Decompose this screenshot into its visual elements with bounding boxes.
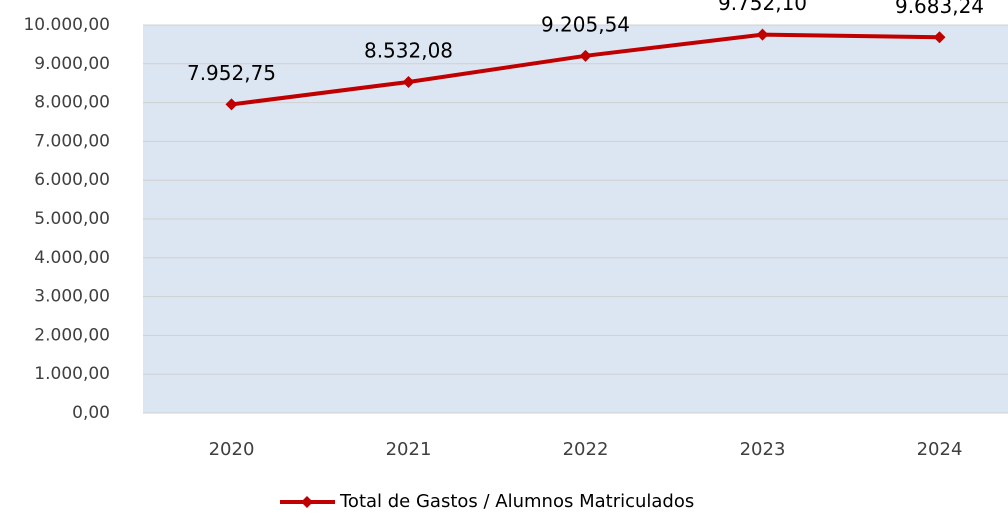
x-tick-label: 2020 [209, 439, 255, 460]
marker [933, 31, 946, 44]
y-tick-label: 6.000,00 [34, 170, 110, 190]
y-tick-label: 3.000,00 [34, 287, 110, 307]
y-tick-label: 2.000,00 [34, 325, 110, 345]
y-tick-label: 8.000,00 [34, 93, 110, 113]
data-label: 7.952,75 [187, 61, 276, 85]
data-label: 8.532,08 [364, 38, 453, 62]
x-tick-label: 2022 [563, 439, 609, 460]
y-tick-label: 4.000,00 [34, 248, 110, 268]
y-tick-label: 9.000,00 [34, 54, 110, 74]
data-label: 9.683,24 [895, 0, 984, 18]
marker [579, 49, 592, 62]
x-tick-label: 2024 [917, 439, 963, 460]
y-tick-label: 0,00 [72, 403, 110, 423]
y-tick-label: 5.000,00 [34, 209, 110, 229]
y-tick-label: 1.000,00 [34, 364, 110, 384]
marker [756, 28, 769, 41]
legend-marker [301, 496, 313, 508]
x-tick-label: 2023 [740, 439, 786, 460]
y-tick-label: 7.000,00 [34, 131, 110, 151]
legend-label: Total de Gastos / Alumnos Matriculados [339, 491, 694, 512]
data-label: 9.205,54 [541, 12, 630, 36]
marker [225, 98, 238, 111]
x-tick-label: 2021 [386, 439, 432, 460]
y-tick-label: 10.000,00 [23, 15, 110, 35]
data-label: 9.752,10 [718, 0, 807, 15]
marker [402, 75, 415, 88]
